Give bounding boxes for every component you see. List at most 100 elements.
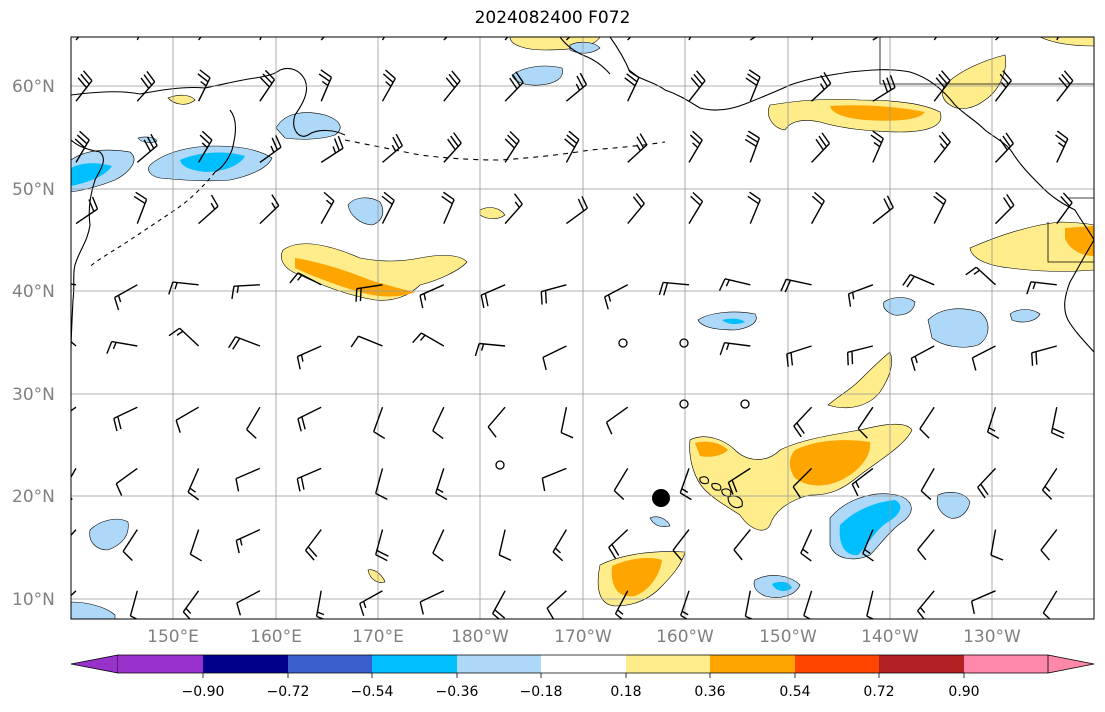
wind-barb bbox=[71, 406, 77, 412]
lat-label-30n: 30°N bbox=[12, 385, 55, 405]
wind-barb bbox=[605, 406, 629, 435]
location-marker-dot bbox=[652, 489, 670, 507]
colorbar-tick-label: 0.54 bbox=[779, 684, 810, 700]
wind-barb bbox=[688, 191, 704, 224]
wind-barb bbox=[565, 72, 588, 102]
wind-barb bbox=[359, 590, 383, 617]
negative-anomaly-region bbox=[936, 492, 971, 519]
wind-barb bbox=[504, 71, 524, 102]
wind-barb bbox=[259, 135, 282, 163]
wind-barb bbox=[296, 467, 322, 492]
wind-barb bbox=[995, 37, 1000, 41]
wind-barb bbox=[1050, 407, 1065, 439]
wind-barb bbox=[811, 132, 831, 163]
wind-barb bbox=[297, 406, 322, 432]
negative-anomaly-core bbox=[722, 318, 745, 325]
wind-barb bbox=[810, 37, 814, 41]
lat-label-10n: 10°N bbox=[12, 590, 55, 610]
wind-barb bbox=[917, 529, 935, 561]
wind-barb bbox=[259, 69, 276, 102]
colorbar-tick-label: 0.72 bbox=[863, 684, 894, 700]
wind-barb bbox=[75, 70, 93, 102]
wind-barb bbox=[106, 340, 138, 354]
wind-barb bbox=[919, 406, 935, 439]
asia-coastline bbox=[71, 67, 346, 137]
wind-barb bbox=[933, 37, 938, 41]
wind-barb bbox=[744, 130, 760, 163]
lon-label-150w: 150°W bbox=[759, 627, 817, 647]
wind-barb bbox=[627, 37, 632, 41]
wind-barb bbox=[296, 345, 322, 370]
wind-barb bbox=[541, 467, 567, 492]
negative-anomaly-region bbox=[1009, 309, 1041, 323]
wind-barb bbox=[870, 130, 884, 163]
asia-coastline bbox=[71, 139, 104, 351]
wind-barb bbox=[289, 272, 322, 286]
wind-barb bbox=[443, 132, 462, 163]
calm-wind-circle bbox=[495, 460, 505, 470]
wind-barb bbox=[355, 284, 383, 302]
map-frame bbox=[70, 36, 1095, 620]
negative-anomaly-region bbox=[89, 518, 129, 551]
wind-barb bbox=[727, 467, 751, 495]
wind-barb bbox=[373, 406, 386, 440]
wind-barb bbox=[504, 193, 523, 225]
wind-barb bbox=[910, 345, 935, 371]
wind-barb bbox=[235, 528, 261, 554]
positive-anomaly-region bbox=[941, 54, 1006, 109]
map-title: 2024082400 F072 bbox=[474, 8, 631, 28]
island bbox=[699, 476, 709, 485]
colorbar-segment bbox=[964, 655, 1048, 673]
negative-anomaly-core bbox=[772, 581, 792, 592]
wind-barb bbox=[412, 332, 445, 347]
wind-barb bbox=[624, 69, 640, 102]
colorbar-extend-low bbox=[70, 654, 119, 674]
wind-barb bbox=[419, 590, 445, 615]
wind-barb bbox=[182, 590, 200, 619]
coastlines bbox=[71, 37, 1094, 353]
wind-barb bbox=[375, 468, 388, 501]
wind-barb bbox=[441, 191, 455, 224]
negative-anomaly-region bbox=[511, 65, 563, 86]
wind-barb bbox=[74, 130, 90, 163]
lat-label-40n: 40°N bbox=[12, 282, 55, 302]
wind-barb bbox=[236, 590, 261, 616]
wind-barb bbox=[872, 75, 896, 102]
wind-barb bbox=[733, 529, 751, 561]
wind-barb bbox=[970, 590, 996, 615]
wind-barb bbox=[320, 37, 326, 41]
anomaly-shading bbox=[71, 37, 1094, 619]
wind-barb bbox=[432, 406, 445, 440]
wind-barb bbox=[382, 133, 404, 163]
wind-barb bbox=[846, 345, 874, 366]
colorbar-tick-label: 0.36 bbox=[694, 684, 725, 700]
wind-barb bbox=[231, 284, 260, 300]
wind-barb bbox=[122, 529, 138, 562]
colorbar-segment bbox=[288, 655, 372, 673]
negative-anomaly-region bbox=[927, 308, 989, 348]
wind-barb bbox=[115, 467, 138, 496]
wind-barb bbox=[71, 468, 77, 501]
wind-barb bbox=[565, 37, 571, 41]
wind-barb bbox=[872, 195, 894, 225]
wind-barb bbox=[872, 37, 880, 41]
wind-barb bbox=[375, 529, 389, 562]
wind-barb bbox=[504, 130, 520, 163]
wind-barb bbox=[994, 132, 1014, 163]
wind-barb bbox=[745, 69, 761, 102]
longitude-labels: 150°E 160°E 170°E 180°W 170°W 160°W 150°… bbox=[147, 627, 1021, 647]
wind-barb bbox=[933, 70, 951, 102]
wind-barb bbox=[672, 529, 690, 561]
wind-barb bbox=[419, 284, 445, 309]
lon-label-160e: 160°E bbox=[250, 627, 302, 647]
wind-barb bbox=[719, 341, 751, 356]
wind-barb bbox=[1026, 281, 1057, 295]
wind-barb bbox=[168, 281, 199, 295]
kamchatka-coastline bbox=[214, 109, 237, 173]
wind-barb bbox=[136, 37, 140, 41]
wind-barb bbox=[747, 191, 761, 224]
wind-barb bbox=[435, 468, 448, 501]
wind-barb bbox=[902, 274, 935, 288]
positive-anomaly-region bbox=[479, 207, 506, 220]
wind-barb bbox=[1055, 130, 1069, 163]
